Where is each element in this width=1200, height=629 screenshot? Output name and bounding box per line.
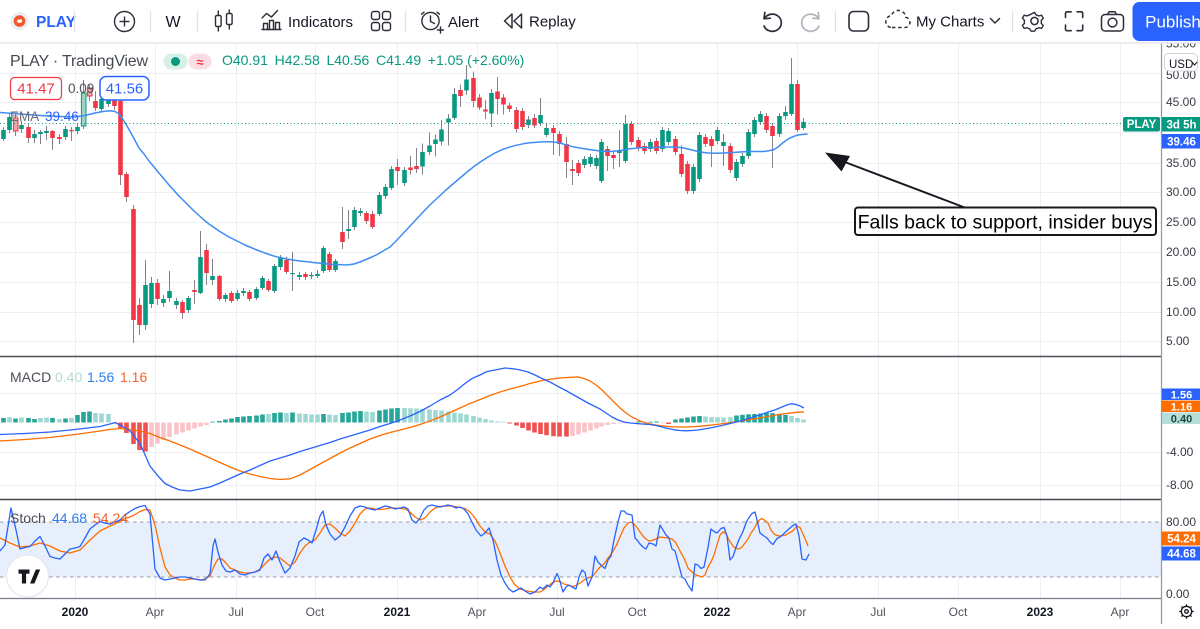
- svg-text:Jul: Jul: [549, 605, 564, 619]
- svg-text:PLAY: PLAY: [1127, 119, 1157, 131]
- svg-text:≈: ≈: [196, 55, 203, 70]
- svg-text:My Charts: My Charts: [916, 14, 984, 31]
- svg-text:-4.00: -4.00: [1166, 445, 1194, 459]
- svg-text:45.00: 45.00: [1166, 95, 1196, 109]
- svg-text:EMA: EMA: [10, 109, 39, 124]
- svg-text:0.40: 0.40: [1171, 413, 1192, 425]
- svg-text:5.00: 5.00: [1166, 334, 1190, 348]
- svg-text:Indicators: Indicators: [288, 14, 353, 31]
- svg-text:39.46: 39.46: [1167, 136, 1196, 148]
- svg-text:39.46: 39.46: [45, 109, 79, 124]
- svg-text:2020: 2020: [62, 605, 89, 619]
- svg-text:1.16: 1.16: [120, 369, 147, 385]
- svg-text:Jul: Jul: [228, 605, 243, 619]
- svg-text:Oct: Oct: [306, 605, 325, 619]
- svg-text:Publish: Publish: [1145, 13, 1200, 32]
- svg-text:Apr: Apr: [468, 605, 487, 619]
- svg-text:Replay: Replay: [529, 14, 576, 31]
- svg-text:2023: 2023: [1027, 605, 1054, 619]
- svg-text:MACD: MACD: [10, 369, 51, 385]
- svg-text:41.47: 41.47: [17, 81, 55, 98]
- svg-text:PLAY · TradingView: PLAY · TradingView: [10, 53, 148, 70]
- svg-text:2021: 2021: [384, 605, 411, 619]
- svg-text:0.40: 0.40: [55, 369, 82, 385]
- svg-text:2022: 2022: [704, 605, 731, 619]
- svg-text:44.68: 44.68: [52, 510, 87, 526]
- svg-text:0.00: 0.00: [1166, 587, 1190, 601]
- svg-text:35.00: 35.00: [1166, 156, 1196, 170]
- svg-text:-8.00: -8.00: [1166, 478, 1194, 492]
- svg-text:Falls back to support, insider: Falls back to support, insider buys: [858, 212, 1153, 234]
- svg-text:O40.91 H42.58 L40.56 C41.49: O40.91 H42.58 L40.56 C41.49 +1.05 (+2.60…: [222, 52, 524, 68]
- svg-text:Stoch: Stoch: [10, 510, 46, 526]
- svg-text:25.00: 25.00: [1166, 215, 1196, 229]
- svg-text:Jul: Jul: [870, 605, 885, 619]
- svg-text:44.68: 44.68: [1167, 549, 1196, 561]
- svg-text:Apr: Apr: [1111, 605, 1130, 619]
- svg-text:1.56: 1.56: [87, 369, 114, 385]
- svg-text:20.00: 20.00: [1166, 245, 1196, 259]
- svg-text:54.24: 54.24: [93, 510, 128, 526]
- svg-text:41.56: 41.56: [106, 81, 144, 98]
- svg-text:3d 5h: 3d 5h: [1166, 119, 1196, 131]
- svg-text:1.56: 1.56: [1171, 389, 1192, 401]
- svg-text:1.16: 1.16: [1171, 401, 1192, 413]
- svg-text:Apr: Apr: [788, 605, 807, 619]
- svg-text:Apr: Apr: [146, 605, 165, 619]
- svg-text:30.00: 30.00: [1166, 185, 1196, 199]
- svg-text:Oct: Oct: [628, 605, 647, 619]
- svg-text:54.24: 54.24: [1167, 534, 1196, 546]
- svg-text:Oct: Oct: [949, 605, 968, 619]
- svg-text:PLAY: PLAY: [36, 14, 77, 31]
- svg-text:15.00: 15.00: [1166, 275, 1196, 289]
- svg-text:80.00: 80.00: [1166, 515, 1196, 529]
- svg-text:Alert: Alert: [448, 14, 480, 31]
- svg-text:USD: USD: [1169, 59, 1193, 71]
- svg-text:0.09: 0.09: [68, 81, 94, 96]
- svg-text:10.00: 10.00: [1166, 305, 1196, 319]
- svg-text:W: W: [165, 14, 181, 31]
